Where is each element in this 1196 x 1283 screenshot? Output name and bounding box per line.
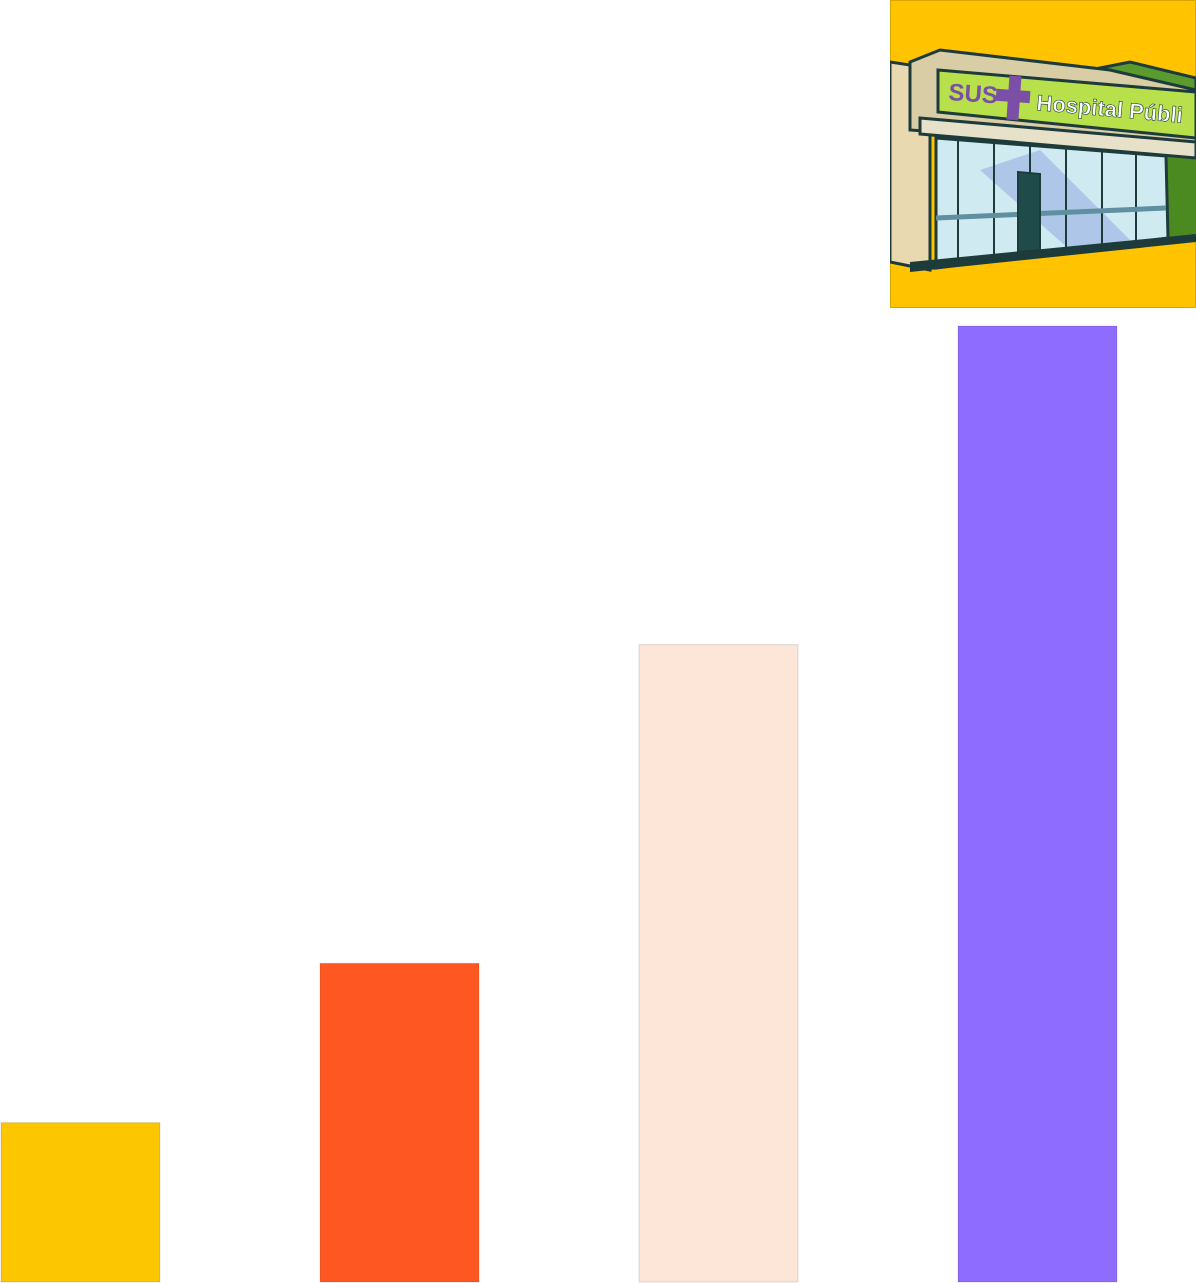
building-canopy bbox=[918, 116, 1196, 160]
hospital-sign bbox=[936, 68, 1196, 140]
facade-rail bbox=[935, 205, 1167, 221]
bar-2 bbox=[319, 962, 480, 1283]
entrance-door bbox=[1017, 170, 1041, 254]
building-right-face bbox=[1166, 146, 1196, 238]
bars-group bbox=[0, 325, 1118, 1283]
bar-1 bbox=[0, 1122, 161, 1283]
bar-3 bbox=[638, 644, 799, 1283]
cross-icon bbox=[995, 75, 1031, 121]
hospital-building-icon: SUS Hospital Públi bbox=[890, 0, 1196, 308]
sign-brand: SUS bbox=[948, 79, 999, 109]
ground-line bbox=[910, 234, 1196, 272]
bar-4 bbox=[957, 325, 1118, 1283]
